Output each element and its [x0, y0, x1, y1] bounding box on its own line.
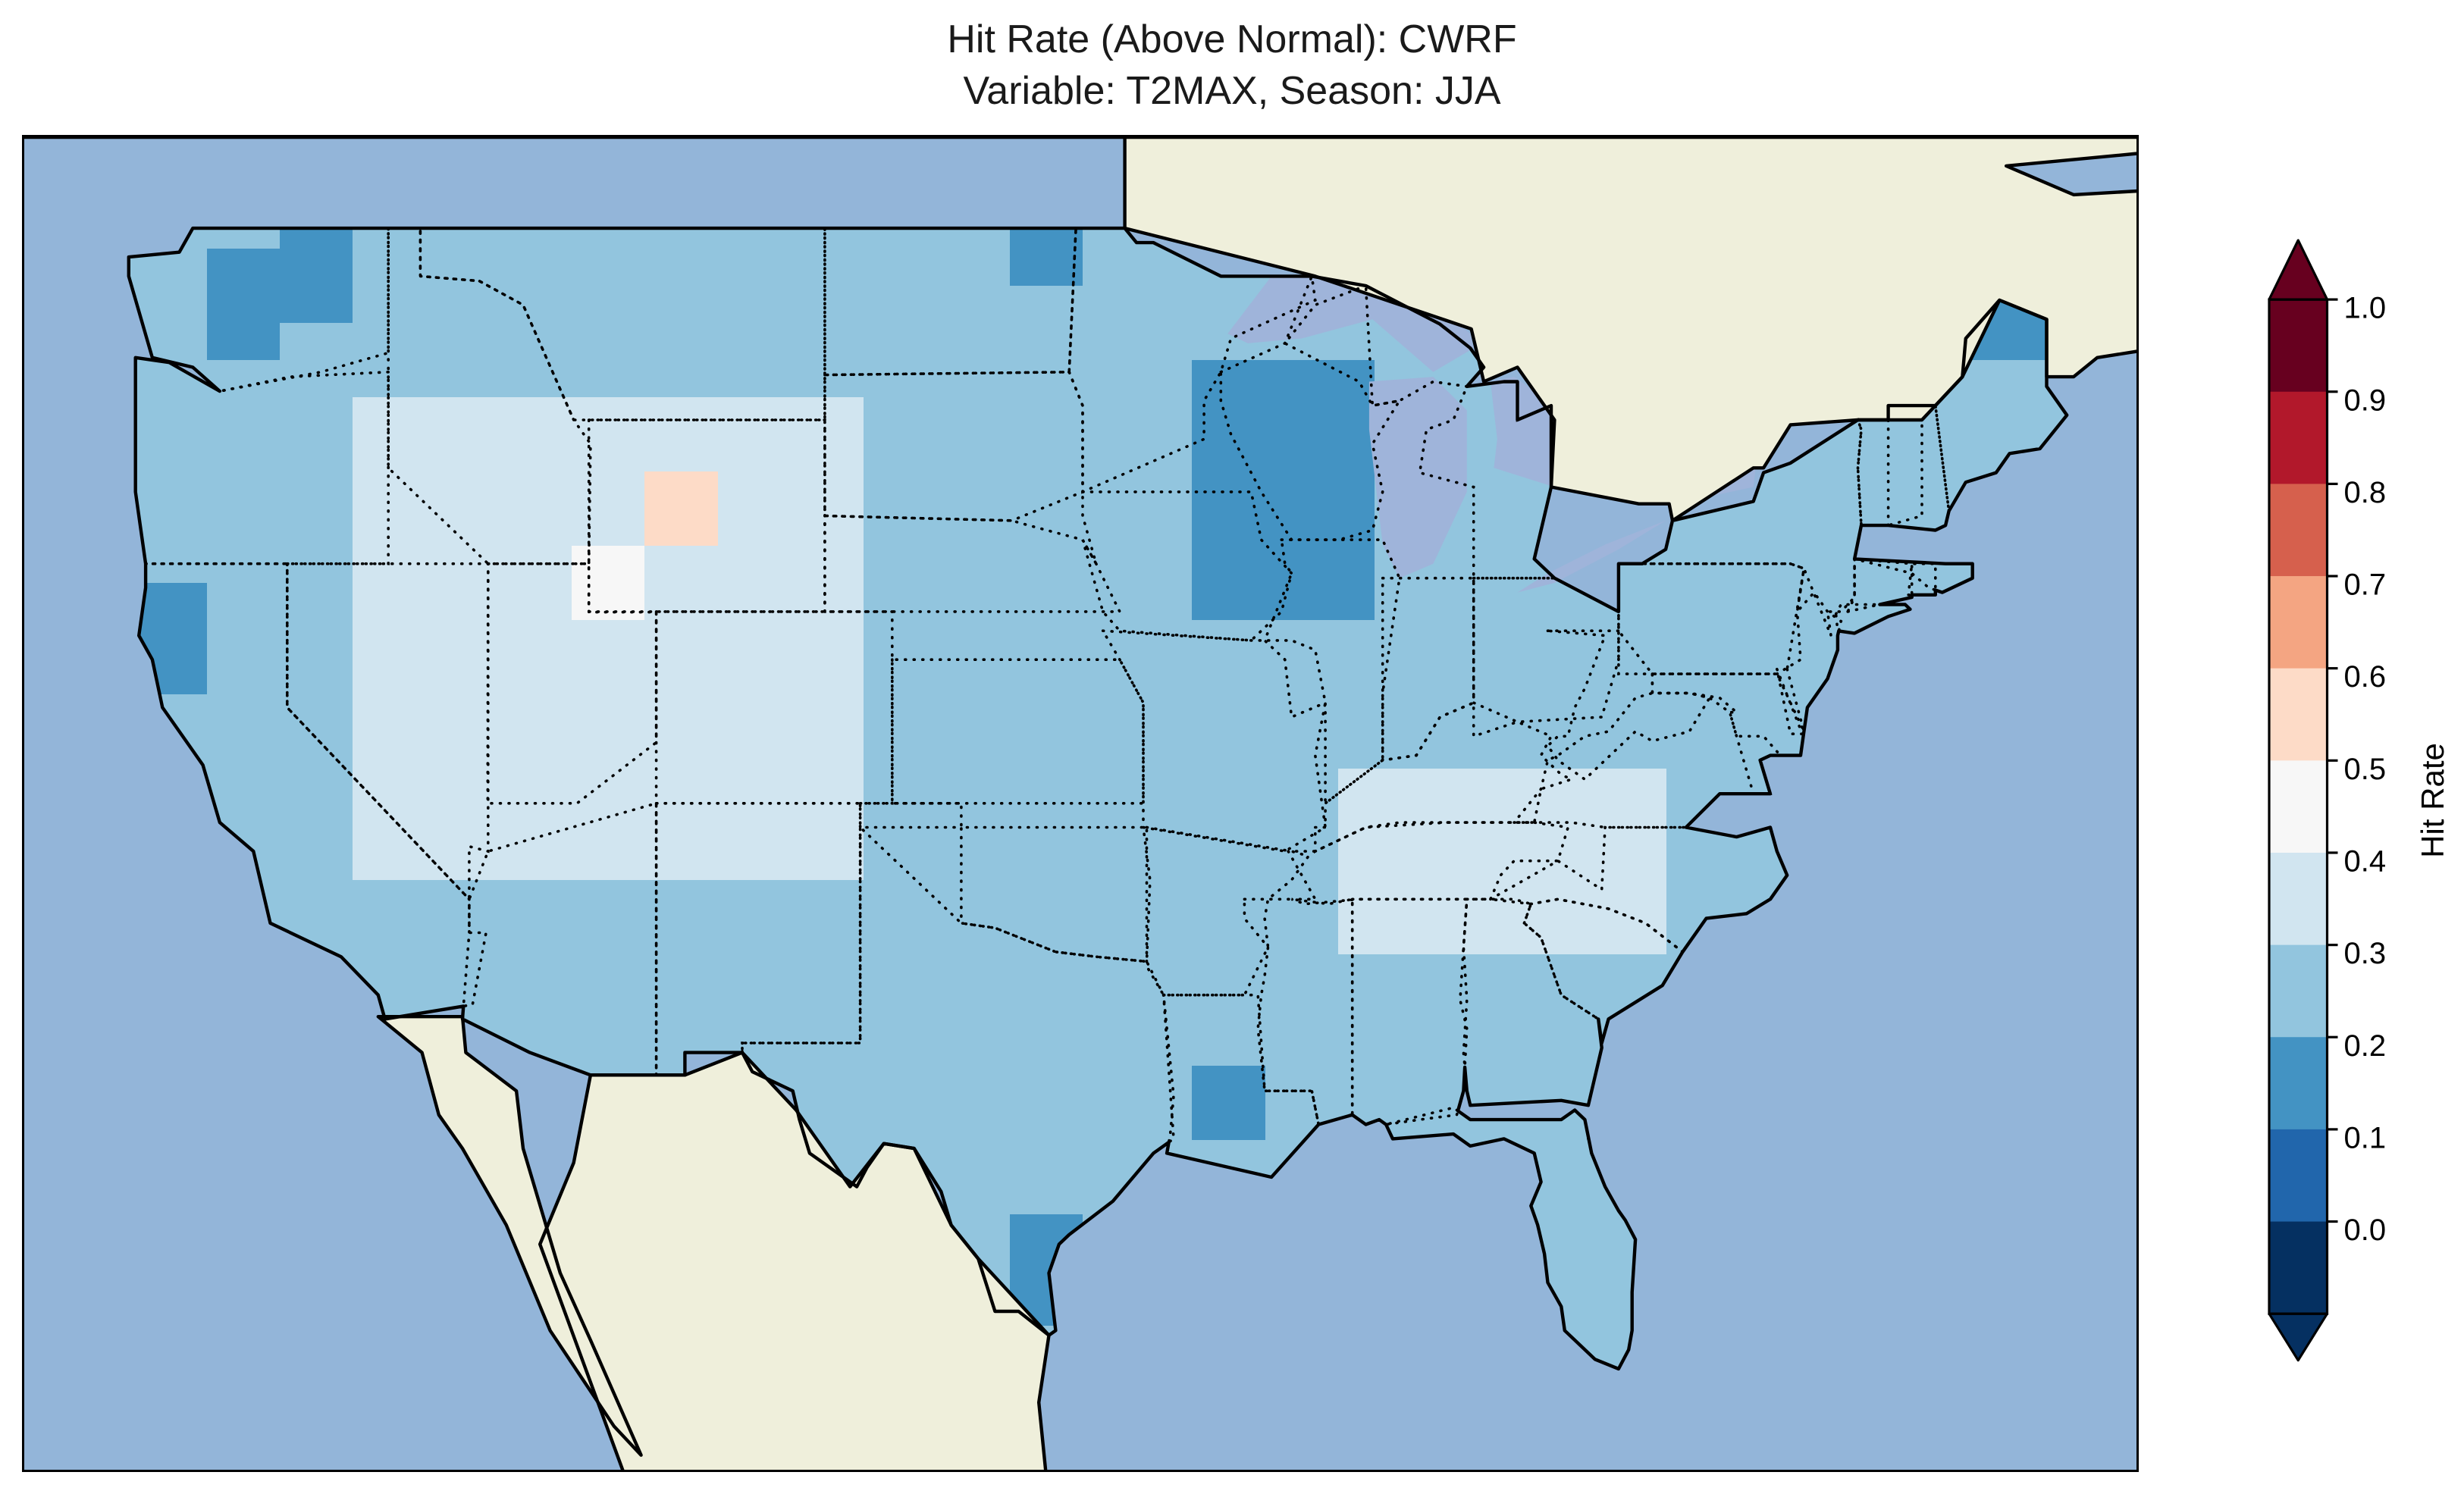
- svg-text:0.7: 0.7: [2343, 568, 2386, 602]
- svg-text:0.0: 0.0: [2343, 1214, 2386, 1247]
- svg-text:0.8: 0.8: [2343, 476, 2386, 509]
- svg-text:0.4: 0.4: [2343, 845, 2386, 879]
- svg-text:1.0: 1.0: [2343, 292, 2386, 325]
- svg-text:0.3: 0.3: [2343, 938, 2386, 971]
- svg-text:0.6: 0.6: [2343, 661, 2386, 694]
- svg-text:0.5: 0.5: [2343, 753, 2386, 786]
- svg-text:0.2: 0.2: [2343, 1029, 2386, 1063]
- svg-text:0.9: 0.9: [2343, 384, 2386, 418]
- svg-text:0.1: 0.1: [2343, 1122, 2386, 1155]
